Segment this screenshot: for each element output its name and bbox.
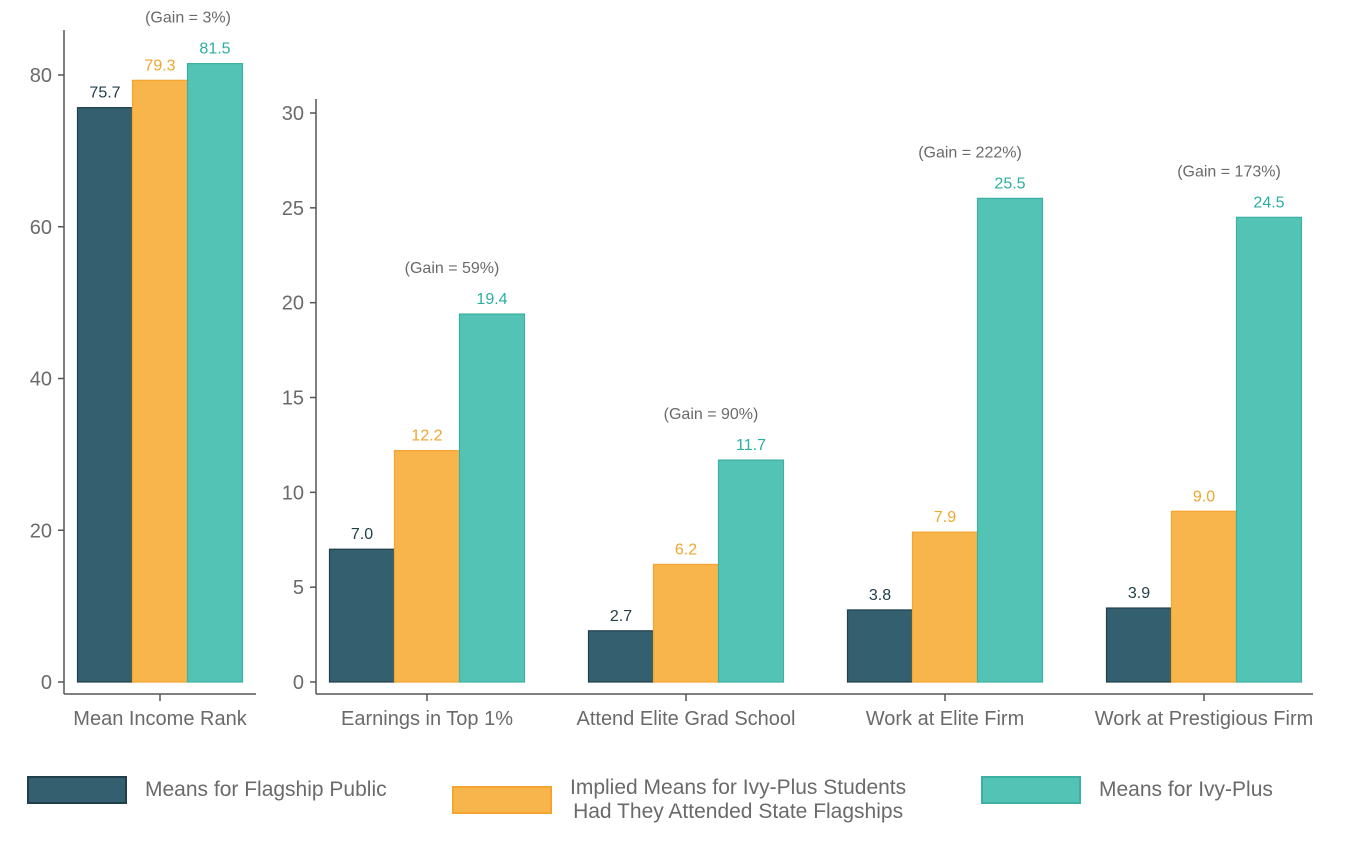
bar-ivy-mean-income-rank [186,63,244,683]
y-tick-label: 0 [41,672,52,694]
gain-annotation-mean-income-rank: (Gain = 3%) [145,10,231,27]
y-tick-label: 5 [293,577,304,599]
data-label-ivy-work-at-prestigious-firm: 24.5 [1253,194,1284,211]
legend-item-implied: Implied Means for Ivy-Plus Students Had … [452,776,906,824]
gain-annotation-attend-elite-grad-school: (Gain = 90%) [664,406,759,423]
x-tick-label-work-at-prestigious-firm: Work at Prestigious Firm [1095,708,1314,730]
x-tick-label-earnings-in-top-1: Earnings in Top 1% [341,708,513,730]
bar-ivy-attend-elite-grad-school [717,459,785,683]
legend-label-flagship: Means for Flagship Public [145,778,387,801]
bar-ivy-work-at-elite-firm [976,197,1044,683]
data-label-flagship-work-at-prestigious-firm: 3.9 [1128,585,1150,602]
y-tick-label: 80 [30,65,52,87]
y-tick-label: 30 [282,103,304,125]
y-tick-label: 20 [30,520,52,542]
gain-annotation-work-at-elite-firm: (Gain = 222%) [918,144,1022,161]
data-label-implied-attend-elite-grad-school: 6.2 [675,541,697,558]
chart-canvas: 0 20 40 60 80 Mean Income Rank 75.7 79.3 81.5 (Ga… [30,10,1314,730]
bar-implied-work-at-elite-firm [911,531,979,683]
bar-ivy-work-at-prestigious-firm [1235,216,1303,683]
legend-swatch-ivy [981,776,1081,804]
bar-flagship-work-at-prestigious-firm [1105,607,1173,683]
data-label-flagship-earnings-in-top-1: 7.0 [351,526,373,543]
y-tick-label: 15 [282,388,304,410]
data-label-ivy-attend-elite-grad-school: 11.7 [736,437,766,454]
y-tick-label: 0 [293,672,304,694]
bar-flagship-earnings-in-top-1 [328,548,396,683]
bar-implied-mean-income-rank [131,79,189,683]
data-label-implied-mean-income-rank: 79.3 [144,57,175,74]
data-label-implied-work-at-elite-firm: 7.9 [934,509,956,526]
legend-label-ivy: Means for Ivy-Plus [1099,778,1273,801]
gain-annotation-work-at-prestigious-firm: (Gain = 173%) [1177,163,1281,180]
y-tick-label: 20 [282,293,304,315]
x-tick-label-mean-income-rank: Mean Income Rank [73,708,247,730]
bar-flagship-mean-income-rank [76,107,134,683]
data-label-ivy-work-at-elite-firm: 25.5 [994,175,1025,192]
legend-item-flagship: Means for Flagship Public [27,776,387,804]
legend: Means for Flagship Public Implied Means … [0,766,1357,826]
bar-flagship-work-at-elite-firm [846,609,914,683]
data-label-ivy-mean-income-rank: 81.5 [199,41,230,58]
gain-annotation-earnings-in-top-1: (Gain = 59%) [405,260,500,277]
data-label-flagship-attend-elite-grad-school: 2.7 [610,608,632,625]
bar-implied-earnings-in-top-1 [393,450,461,683]
legend-item-ivy: Means for Ivy-Plus [981,776,1273,804]
bar-implied-work-at-prestigious-firm [1170,510,1238,683]
legend-swatch-flagship [27,776,127,804]
data-label-ivy-earnings-in-top-1: 19.4 [476,291,507,308]
data-label-flagship-work-at-elite-firm: 3.8 [869,587,891,604]
data-label-implied-work-at-prestigious-firm: 9.0 [1193,488,1215,505]
legend-label-implied: Implied Means for Ivy-Plus Students Had … [570,776,907,823]
y-tick-label: 60 [30,217,52,239]
y-tick-label: 40 [30,369,52,391]
bar-ivy-earnings-in-top-1 [458,313,526,683]
bar-implied-attend-elite-grad-school [652,563,720,683]
data-label-flagship-mean-income-rank: 75.7 [89,85,120,102]
y-tick-label: 25 [282,198,304,220]
x-tick-label-attend-elite-grad-school: Attend Elite Grad School [576,708,795,730]
legend-swatch-implied [452,786,552,814]
y-tick-label: 10 [282,482,304,504]
x-tick-label-work-at-elite-firm: Work at Elite Firm [866,708,1025,730]
bar-flagship-attend-elite-grad-school [587,630,655,683]
data-label-implied-earnings-in-top-1: 12.2 [411,428,442,445]
